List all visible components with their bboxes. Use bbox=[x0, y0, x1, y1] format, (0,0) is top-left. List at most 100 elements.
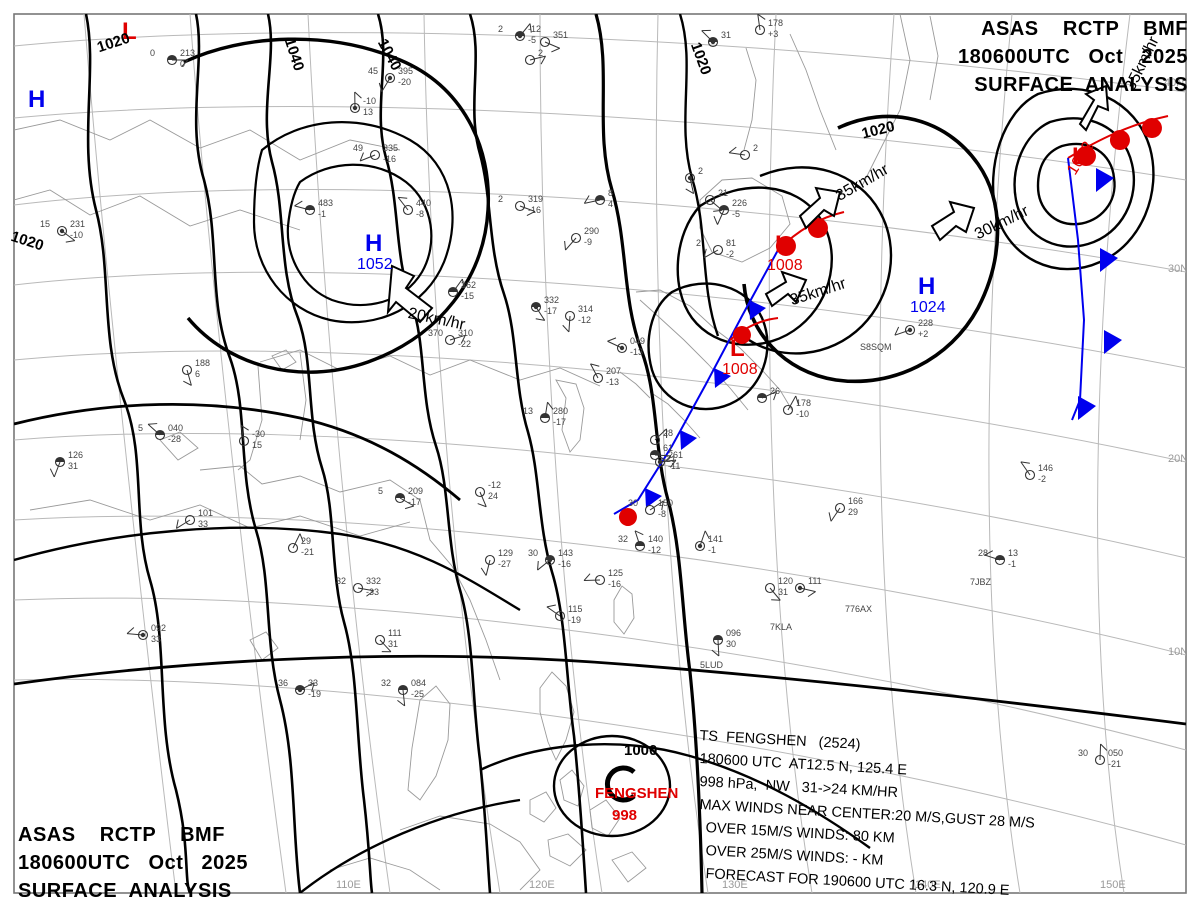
station-pressure: 33 bbox=[308, 678, 318, 688]
station-temp: -13 bbox=[630, 347, 643, 357]
station-id: S8SQM bbox=[860, 342, 892, 352]
station-plot: 231-10 15 bbox=[40, 219, 85, 243]
warm-front-japan-north bbox=[775, 211, 845, 256]
station-plot: 440-8 bbox=[397, 196, 431, 219]
station-pressure: 111 bbox=[388, 628, 402, 638]
motion-arrow-low-east bbox=[1078, 84, 1110, 132]
station-temp: -10 bbox=[70, 230, 83, 240]
station-plot: -12-5 2 bbox=[498, 23, 541, 45]
station-pressure: 13 bbox=[1008, 548, 1018, 558]
station-pressure: 209 bbox=[408, 486, 423, 496]
station-temp: -1 bbox=[1008, 559, 1016, 569]
station-plot: 84 bbox=[583, 188, 613, 209]
station-temp: -16 bbox=[383, 154, 396, 164]
station-plot: 261-11 bbox=[654, 450, 683, 471]
station-extra: 32 bbox=[381, 678, 391, 688]
station-temp: -2 bbox=[1038, 474, 1046, 484]
station-extra: 15 bbox=[40, 219, 50, 229]
station-temp: 24 bbox=[488, 491, 498, 501]
station-pressure: 178 bbox=[768, 18, 783, 28]
station-temp: 31 bbox=[68, 461, 78, 471]
station-plot: 81-2 2 bbox=[696, 238, 736, 259]
station-plot: 319-16 2 bbox=[498, 194, 543, 217]
station-plot: 29-21 bbox=[287, 533, 314, 557]
station-temp: -21 bbox=[663, 454, 676, 464]
station-id: 5LUD bbox=[700, 660, 724, 670]
high-1024-symbol: H bbox=[918, 273, 936, 300]
station-temp: -1 bbox=[318, 209, 326, 219]
cold-front-east bbox=[1067, 157, 1122, 421]
lon-label: 120E bbox=[529, 879, 555, 891]
station-plot: 31 bbox=[701, 29, 731, 48]
station-plot: 111 bbox=[794, 576, 822, 598]
station-temp: -12 bbox=[578, 315, 591, 325]
station-pressure: 26 bbox=[770, 386, 780, 396]
station-extra: 5 bbox=[378, 486, 383, 496]
station-temp: 33 bbox=[198, 519, 208, 529]
station-extra: 13 bbox=[523, 406, 533, 416]
station-pressure: 141 bbox=[708, 534, 723, 544]
station-temp: -5 bbox=[528, 35, 536, 45]
station-pressure: 166 bbox=[848, 496, 863, 506]
station-pressure: 362 bbox=[461, 280, 476, 290]
station-pressure: 143 bbox=[558, 548, 573, 558]
map-content: 21300231-10151886126311013309233040-285-… bbox=[14, 14, 1186, 893]
high-1052-value: 1052 bbox=[357, 256, 393, 273]
station-extra: 28 bbox=[978, 548, 988, 558]
station-temp: 6 bbox=[195, 369, 200, 379]
coastlines bbox=[14, 14, 939, 891]
station-pressure: 140 bbox=[648, 534, 663, 544]
footer-line-2: 180600UTC Oct 2025 bbox=[18, 852, 249, 874]
station-pressure: 120 bbox=[778, 576, 793, 586]
station-pressure: 226 bbox=[732, 198, 747, 208]
station-plot: 290-9 bbox=[564, 226, 599, 251]
station-temp: -19 bbox=[568, 615, 581, 625]
station-pressure: 261 bbox=[668, 450, 683, 460]
station-extra: 32 bbox=[618, 534, 628, 544]
station-pressure: -12 bbox=[488, 480, 501, 490]
motion-arrow-high-1052 bbox=[386, 264, 434, 324]
low-1008-north-value: 1008 bbox=[767, 257, 803, 274]
station-extra: 45 bbox=[368, 66, 378, 76]
footer-line-1: ASAS RCTP BMF bbox=[18, 824, 225, 846]
station-plot: 2 bbox=[728, 143, 758, 161]
station-plot: 129-27 bbox=[480, 548, 513, 576]
station-pressure: 150 bbox=[658, 498, 673, 508]
station-temp: -16 bbox=[558, 559, 571, 569]
station-plot: 26 bbox=[756, 386, 780, 404]
station-pressure: 129 bbox=[498, 548, 513, 558]
station-pressure: 125 bbox=[608, 568, 623, 578]
station-pressure: 28 bbox=[663, 428, 673, 438]
station-pressure: 319 bbox=[528, 194, 543, 204]
station-plot: 146-2 bbox=[1020, 461, 1053, 484]
station-temp: -22 bbox=[458, 339, 471, 349]
station-plot: 125-16 bbox=[583, 568, 623, 589]
station-pressure: -30 bbox=[252, 429, 265, 439]
warm-front-east bbox=[1067, 115, 1169, 166]
station-pressure: 2 bbox=[753, 143, 758, 153]
station-plot: 280-17 13 bbox=[523, 401, 568, 427]
storm-isobar-label: 1000 bbox=[624, 742, 658, 759]
station-extra: 32 bbox=[336, 576, 346, 586]
station-pressure: 2 bbox=[538, 48, 543, 58]
station-temp: +2 bbox=[918, 329, 928, 339]
station-pressure: 440 bbox=[416, 198, 431, 208]
header-line-1: ASAS RCTP BMF bbox=[981, 18, 1188, 40]
low-1008-south-value: 1008 bbox=[722, 361, 758, 378]
station-temp: -27 bbox=[498, 559, 511, 569]
station-pressure: -10 bbox=[363, 96, 376, 106]
station-extra: 370 bbox=[428, 328, 443, 338]
station-plot: 049-13 bbox=[607, 336, 645, 357]
station-temp: -21 bbox=[1108, 759, 1121, 769]
station-plot: 310-22 370 bbox=[428, 328, 473, 349]
station-pressure: 115 bbox=[568, 604, 582, 614]
motion-arrow-low-north bbox=[798, 186, 842, 230]
station-extra: 0 bbox=[150, 48, 155, 58]
station-temp: 4 bbox=[608, 199, 613, 209]
station-temp: 31 bbox=[778, 587, 788, 597]
cold-front-japan bbox=[613, 249, 779, 515]
